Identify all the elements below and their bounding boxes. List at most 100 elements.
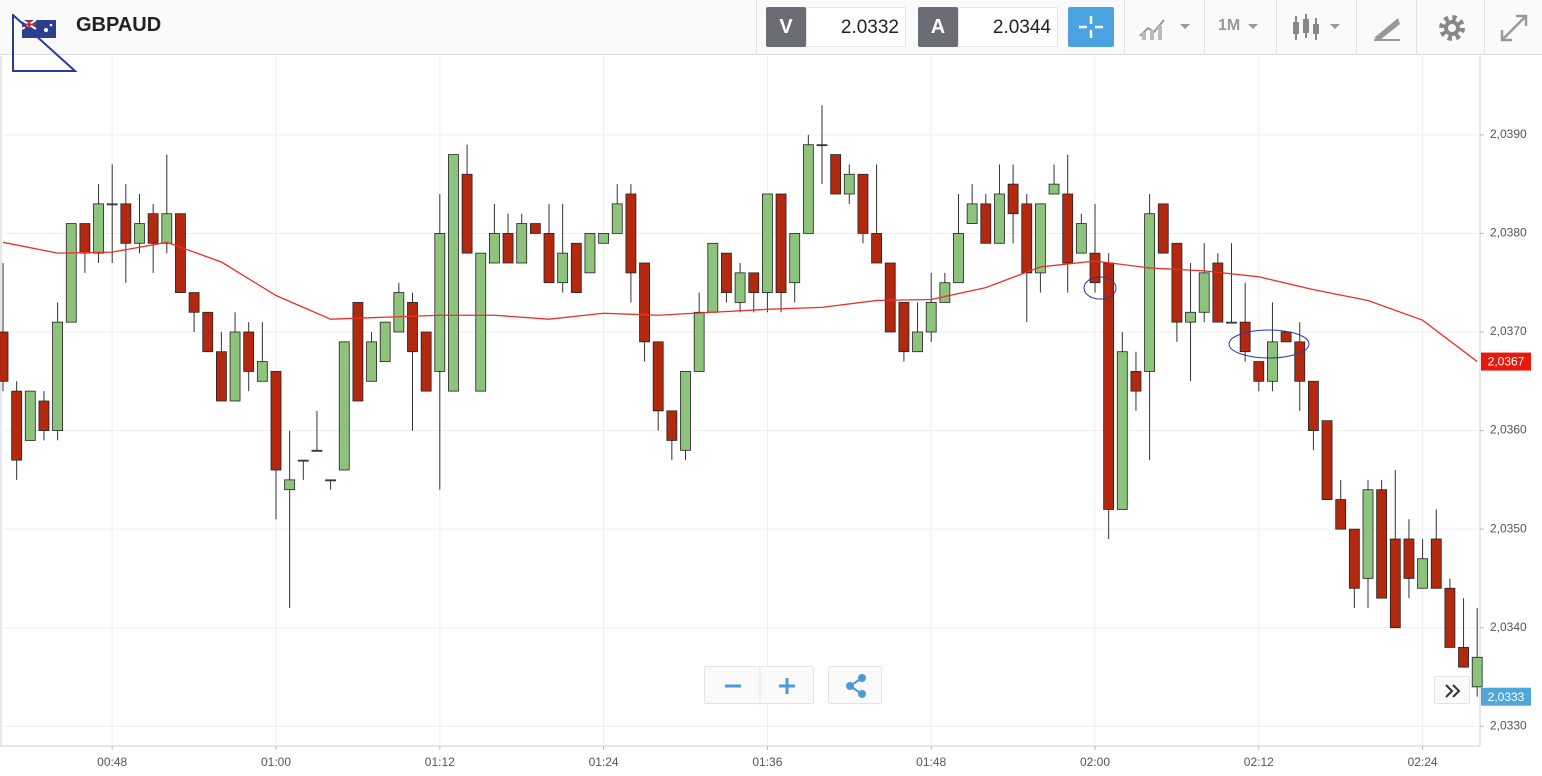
candle-body bbox=[215, 351, 227, 402]
moving-average-line bbox=[2, 241, 1478, 363]
candle-body bbox=[1007, 183, 1019, 215]
x-tick-label: 01:12 bbox=[425, 755, 455, 769]
candle-body bbox=[1116, 351, 1128, 510]
share-button[interactable] bbox=[828, 666, 882, 704]
candle-body bbox=[393, 292, 405, 333]
candle-body bbox=[1335, 499, 1347, 530]
candle-body bbox=[980, 203, 992, 244]
candle-body bbox=[65, 223, 77, 323]
y-tick-label: 2,0330 bbox=[1490, 718, 1527, 732]
candle-body bbox=[1048, 183, 1060, 195]
candle-body bbox=[338, 341, 350, 471]
candle-body bbox=[297, 459, 309, 462]
candle-body bbox=[652, 341, 664, 412]
candle-body bbox=[366, 341, 377, 382]
grid bbox=[0, 56, 1484, 750]
separator bbox=[1204, 0, 1205, 55]
candle-body bbox=[134, 223, 145, 244]
separator bbox=[1484, 0, 1485, 55]
candle-body bbox=[1267, 341, 1278, 382]
candle-body bbox=[120, 203, 132, 244]
separator bbox=[1416, 0, 1417, 55]
candle-body bbox=[912, 331, 923, 353]
candle-body bbox=[1239, 321, 1251, 353]
candle-body bbox=[1362, 489, 1374, 579]
candle-body bbox=[420, 331, 432, 392]
candle-body bbox=[666, 410, 678, 441]
candle-body bbox=[243, 331, 255, 372]
crosshair-button[interactable] bbox=[1068, 7, 1114, 47]
candle-body bbox=[270, 371, 282, 471]
candle-style-button[interactable] bbox=[1290, 12, 1346, 44]
price-tag bbox=[1481, 687, 1531, 706]
x-tick-label: 02:00 bbox=[1080, 755, 1110, 769]
ask-price[interactable]: 2.0344 bbox=[958, 7, 1058, 47]
candle-body bbox=[434, 233, 446, 372]
candle-body bbox=[379, 321, 391, 362]
bid-price[interactable]: 2.0332 bbox=[806, 7, 906, 47]
x-tick-label: 01:00 bbox=[261, 755, 291, 769]
zoom-in-button[interactable] bbox=[760, 666, 814, 704]
candle-body bbox=[475, 252, 487, 392]
candle-body bbox=[1389, 538, 1401, 629]
x-tick-label: 02:24 bbox=[1408, 755, 1438, 769]
candle-body bbox=[1089, 252, 1101, 284]
candle-body bbox=[1308, 380, 1319, 431]
separator bbox=[1124, 0, 1125, 55]
candle-body bbox=[762, 193, 773, 293]
fullscreen-button[interactable] bbox=[1498, 12, 1530, 44]
candle-body bbox=[11, 390, 23, 461]
candle-body bbox=[502, 233, 514, 264]
drawing-tools-button[interactable] bbox=[1370, 14, 1406, 42]
candle-body bbox=[0, 331, 9, 382]
candle-body bbox=[488, 233, 500, 264]
candle-body bbox=[202, 311, 214, 353]
candle-body bbox=[734, 272, 746, 303]
candle-body bbox=[1226, 321, 1237, 324]
candle-body bbox=[448, 154, 459, 392]
candle-body bbox=[24, 390, 36, 441]
candle-body bbox=[693, 311, 705, 372]
bid-label[interactable]: V bbox=[766, 7, 806, 47]
zoom-out-button[interactable] bbox=[704, 666, 758, 704]
candle-body bbox=[461, 173, 473, 254]
candle-body bbox=[775, 193, 787, 293]
price-tag-label: 2,0367 bbox=[1488, 355, 1525, 369]
candle-body bbox=[79, 223, 91, 254]
separator bbox=[1276, 0, 1277, 55]
candle-body bbox=[557, 252, 569, 284]
timeframe-dropdown[interactable] bbox=[1246, 14, 1262, 42]
zoom-group bbox=[704, 666, 814, 705]
timeframe[interactable]: 1M bbox=[1218, 17, 1241, 34]
candle-body bbox=[284, 479, 296, 491]
candle-body bbox=[1144, 213, 1155, 372]
candle-body bbox=[325, 479, 337, 482]
candle-body bbox=[106, 203, 118, 206]
chart-type-button[interactable] bbox=[1138, 14, 1194, 42]
candle-body bbox=[611, 203, 623, 234]
x-tick-label: 00:48 bbox=[97, 755, 127, 769]
candle-body bbox=[570, 242, 582, 293]
candle-body bbox=[352, 302, 364, 402]
candle-body bbox=[1171, 242, 1183, 323]
candle-body bbox=[1021, 203, 1033, 274]
settings-button[interactable] bbox=[1436, 12, 1468, 44]
y-tick-label: 2,0380 bbox=[1490, 226, 1527, 240]
price-tag bbox=[1481, 352, 1531, 371]
candle-body bbox=[625, 193, 637, 274]
candle-body bbox=[994, 193, 1005, 244]
scroll-to-end-button[interactable] bbox=[1434, 676, 1470, 704]
candle-body bbox=[816, 144, 828, 147]
ask-label[interactable]: A bbox=[918, 7, 958, 47]
candle-body bbox=[256, 361, 268, 382]
candle-body bbox=[1212, 262, 1224, 323]
candle-body bbox=[1035, 203, 1046, 274]
candle-body bbox=[147, 213, 159, 244]
candle-body bbox=[1253, 361, 1265, 382]
drawing-ellipse bbox=[1228, 329, 1310, 359]
candle-body bbox=[748, 272, 760, 293]
candle-body bbox=[639, 262, 650, 343]
candle-body bbox=[871, 233, 882, 264]
candle-body bbox=[966, 203, 978, 224]
